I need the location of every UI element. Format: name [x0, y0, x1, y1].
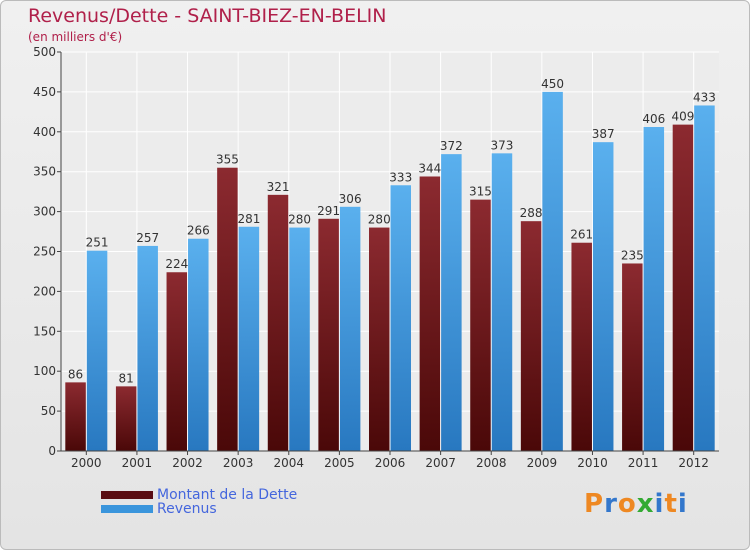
data-label: 344	[418, 161, 441, 175]
revenus-bar	[86, 250, 108, 451]
revenus-bar	[188, 238, 209, 451]
dette-bar	[520, 221, 542, 451]
x-tick-label: 2008	[476, 456, 507, 470]
logo-letter: r	[604, 489, 618, 519]
x-tick-label: 2000	[71, 456, 102, 470]
legend-swatch-revenus	[101, 505, 153, 513]
logo-letter: t	[664, 489, 678, 519]
y-tick-label: 500	[33, 45, 56, 59]
logo-letter: P	[584, 489, 605, 519]
logo-letter: i	[654, 489, 665, 519]
x-tick-label: 2006	[375, 456, 406, 470]
dette-bar	[166, 272, 188, 451]
data-label: 81	[119, 371, 134, 385]
revenus-bar	[694, 105, 715, 451]
legend-label-dette: Montant de la Dette	[157, 487, 298, 503]
revenus-bar	[289, 227, 310, 451]
x-tick-label: 2005	[324, 456, 355, 470]
legend-swatch-dette	[101, 491, 153, 499]
y-tick-label: 50	[41, 404, 56, 418]
data-label: 406	[642, 112, 665, 126]
dette-bar	[217, 167, 238, 451]
dette-bar	[115, 386, 137, 451]
x-tick-label: 2001	[122, 456, 153, 470]
logo-letter: x	[636, 489, 655, 519]
data-label: 251	[86, 236, 109, 250]
data-label: 315	[469, 185, 492, 199]
data-label: 355	[216, 153, 239, 167]
y-tick-label: 300	[33, 205, 56, 219]
data-label: 224	[165, 257, 188, 271]
legend-label-revenus: Revenus	[157, 501, 217, 517]
data-label: 321	[267, 180, 290, 194]
data-label: 291	[317, 204, 340, 218]
data-label: 333	[389, 170, 412, 184]
chart-title: Revenus/Dette - SAINT-BIEZ-EN-BELIN	[28, 5, 387, 27]
dette-bar	[267, 194, 289, 452]
y-tick-label: 200	[33, 284, 56, 298]
data-label: 280	[288, 213, 311, 227]
data-label: 261	[570, 228, 593, 242]
revenus-bar	[643, 127, 665, 452]
revenus-bar	[390, 185, 411, 452]
dette-bar	[622, 263, 643, 451]
data-label: 281	[237, 212, 260, 226]
y-tick-label: 0	[48, 444, 56, 458]
chart-subtitle: (en milliers d'€)	[28, 30, 123, 44]
revenus-bar	[339, 206, 361, 451]
y-tick-label: 450	[33, 85, 56, 99]
dette-bar	[369, 227, 390, 451]
logo-letter: o	[617, 489, 637, 519]
dette-bar	[672, 124, 694, 452]
x-tick-label: 2009	[527, 456, 558, 470]
y-tick-label: 250	[33, 245, 56, 259]
revenus-bar	[491, 153, 513, 451]
dette-bar	[470, 199, 491, 451]
revenus-bar	[238, 226, 260, 451]
y-tick-label: 150	[33, 324, 56, 338]
data-label: 433	[693, 90, 716, 104]
x-tick-label: 2007	[425, 456, 456, 470]
x-tick-label: 2002	[172, 456, 203, 470]
revenus-bar	[542, 91, 563, 452]
x-tick-label: 2004	[273, 456, 304, 470]
y-tick-label: 350	[33, 165, 56, 179]
data-label: 266	[187, 224, 210, 238]
x-tick-label: 2012	[678, 456, 709, 470]
dette-bar	[419, 176, 441, 451]
x-tick-label: 2011	[628, 456, 659, 470]
data-label: 387	[592, 127, 615, 141]
data-label: 235	[621, 248, 644, 262]
data-label: 280	[368, 213, 391, 227]
data-label: 306	[339, 192, 362, 206]
revenus-bar	[592, 142, 614, 451]
revenus-bar	[441, 154, 462, 452]
dette-bar	[571, 242, 592, 451]
data-label: 373	[491, 138, 514, 152]
data-label: 450	[541, 77, 564, 91]
x-tick-label: 2003	[223, 456, 254, 470]
data-label: 288	[520, 206, 543, 220]
y-tick-label: 400	[33, 125, 56, 139]
x-tick-label: 2010	[577, 456, 608, 470]
data-label: 372	[440, 139, 463, 153]
dette-bar	[65, 382, 86, 451]
revenus-bar	[137, 245, 158, 451]
dette-bar	[318, 218, 339, 451]
proxiti-logo: Proxiti	[584, 489, 688, 519]
logo-letter: i	[677, 489, 688, 519]
data-label: 86	[68, 367, 83, 381]
data-label: 257	[136, 231, 159, 245]
data-label: 409	[671, 110, 694, 124]
y-tick-label: 100	[33, 364, 56, 378]
